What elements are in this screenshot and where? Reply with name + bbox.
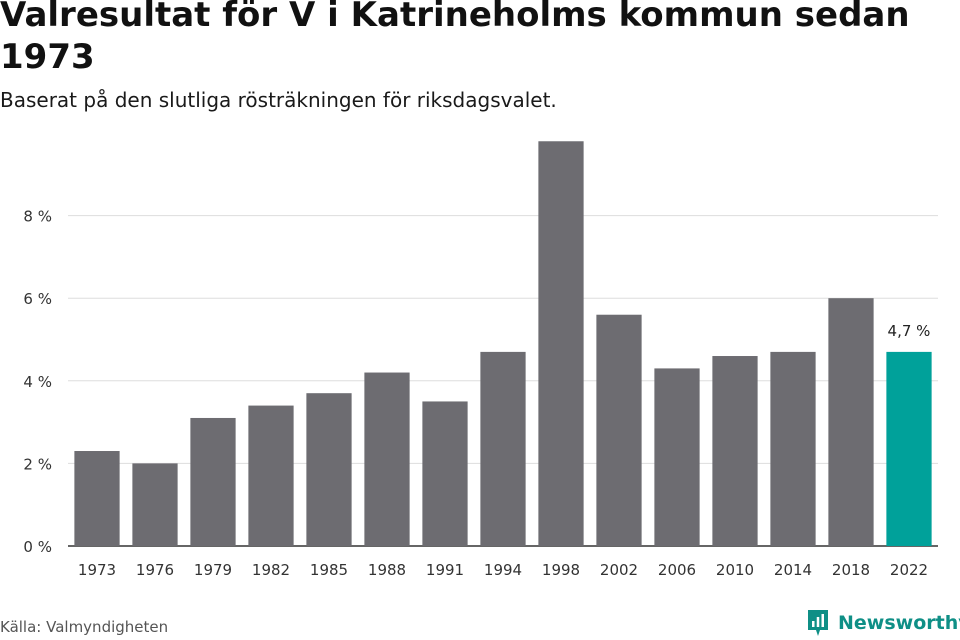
bar (828, 298, 874, 546)
x-tick-label: 1985 (310, 561, 348, 579)
x-tick-label: 1988 (368, 561, 406, 579)
brand-name: Newsworthy (838, 612, 960, 634)
x-tick-label: 2018 (832, 561, 870, 579)
source-note: Källa: Valmyndigheten (0, 618, 169, 636)
bar (596, 314, 642, 546)
y-tick-label: 6 % (23, 290, 52, 308)
x-tick-label: 1979 (194, 561, 232, 579)
chart-title: Valresultat för V i Katrineholms kommun … (0, 0, 910, 77)
bar (74, 451, 120, 546)
bar (654, 368, 700, 546)
y-tick-label: 0 % (23, 538, 52, 556)
brand-logo: Newsworthy (806, 608, 960, 638)
axis-labels: 0 % 2 % 4 % 6 % 8 % 1973 1976 1979 1982 1985 1988 1… (23, 208, 930, 579)
bar (480, 351, 526, 546)
y-tick-label: 4 % (23, 373, 52, 391)
bar (538, 141, 584, 546)
x-tick-label: 1982 (252, 561, 290, 579)
x-tick-label: 1991 (426, 561, 464, 579)
bar (306, 393, 352, 546)
y-tick-label: 2 % (23, 455, 52, 473)
bar (364, 372, 410, 546)
bar (190, 417, 236, 546)
bar (248, 405, 294, 546)
x-tick-label: 1998 (542, 561, 580, 579)
x-tick-label: 2002 (600, 561, 638, 579)
bar (132, 463, 178, 546)
x-tick-label: 2010 (716, 561, 754, 579)
bar-chart: 0 % 2 % 4 % 6 % 8 % 1973 1976 1979 1982 1985 1988 1… (23, 141, 938, 579)
bars (74, 141, 932, 546)
y-tick-label: 8 % (23, 208, 52, 226)
x-tick-label: 1976 (136, 561, 174, 579)
bar (712, 356, 758, 546)
bar (886, 351, 932, 546)
bar (422, 401, 468, 546)
x-tick-label: 2022 (890, 561, 928, 579)
x-tick-label: 1973 (78, 561, 116, 579)
data-label: 4,7 % (888, 322, 931, 340)
newsworthy-logo-icon (808, 610, 828, 636)
x-tick-label: 1994 (484, 561, 522, 579)
chart-subtitle: Baserat på den slutliga rösträkningen fö… (0, 88, 557, 112)
x-tick-label: 2014 (774, 561, 812, 579)
x-tick-label: 2006 (658, 561, 696, 579)
bar (770, 351, 816, 546)
